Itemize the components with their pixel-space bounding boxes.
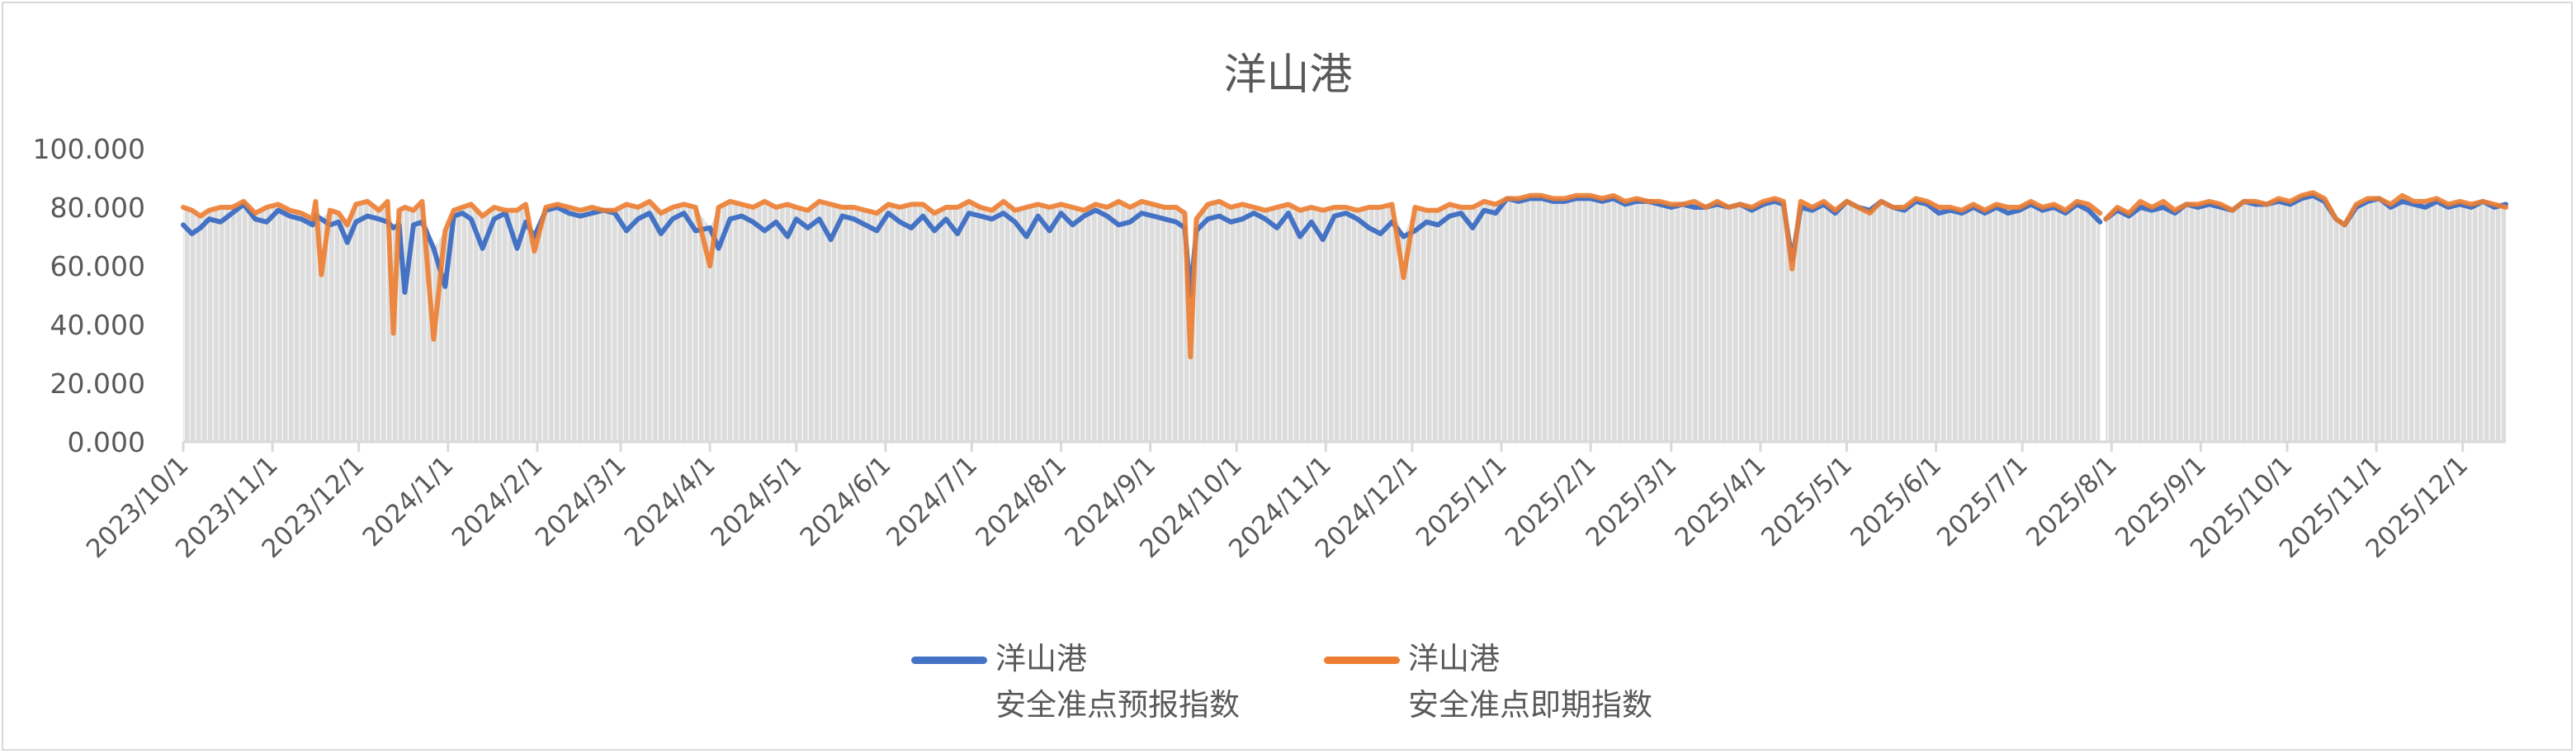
legend-label-line2: 安全准点预报指数 <box>995 687 1240 723</box>
legend-label-realtime: 洋山港 安全准点即期指数 <box>1408 636 1652 728</box>
series-line-forecast <box>181 192 2508 298</box>
legend-label-forecast: 洋山港 安全准点预报指数 <box>995 636 1240 728</box>
x-tick-label: 2025/5/1 <box>1756 450 1858 552</box>
x-tick-label: 2025/4/1 <box>1670 450 1772 552</box>
x-tick-label: 2024/3/1 <box>530 450 632 552</box>
x-tick-label: 2025/8/1 <box>2021 450 2123 552</box>
y-tick-label: 100.000 <box>33 133 145 165</box>
y-tick-label: 80.000 <box>50 192 145 224</box>
legend-label-line1: 洋山港 <box>995 641 1087 676</box>
x-tick-label: 2024/5/1 <box>705 450 807 552</box>
x-tick-label: 2024/8/1 <box>970 450 1072 552</box>
drop-lines-layer <box>183 192 2506 443</box>
chart-title: 洋山港 <box>1223 50 1353 100</box>
x-tick-label: 2025/6/1 <box>1845 450 1947 552</box>
x-tick-label: 2024/2/1 <box>447 450 549 552</box>
y-tick-label: 0.000 <box>68 426 145 458</box>
x-tick-label: 2024/7/1 <box>881 450 983 552</box>
x-tick-label: 2025/1/1 <box>1411 450 1513 552</box>
drop-lines <box>183 195 2101 443</box>
legend-label-line2: 安全准点即期指数 <box>1408 687 1652 723</box>
y-tick-label: 40.000 <box>50 309 145 341</box>
legend-swatch-forecast <box>911 657 987 664</box>
x-tick-label: 2024/1/1 <box>357 450 460 552</box>
series-line-realtime <box>181 190 2508 360</box>
x-tick-label: 2025/7/1 <box>1931 450 2034 552</box>
series-lines <box>181 190 2508 360</box>
legend-label-line1: 洋山港 <box>1408 641 1500 676</box>
drop-lines <box>2106 192 2506 443</box>
y-tick-label: 60.000 <box>50 250 145 282</box>
y-tick-label: 20.000 <box>50 368 145 400</box>
x-tick-label: 2024/6/1 <box>795 450 897 552</box>
x-tick-label: 2024/4/1 <box>619 450 721 552</box>
legend-swatch-realtime <box>1324 657 1400 664</box>
